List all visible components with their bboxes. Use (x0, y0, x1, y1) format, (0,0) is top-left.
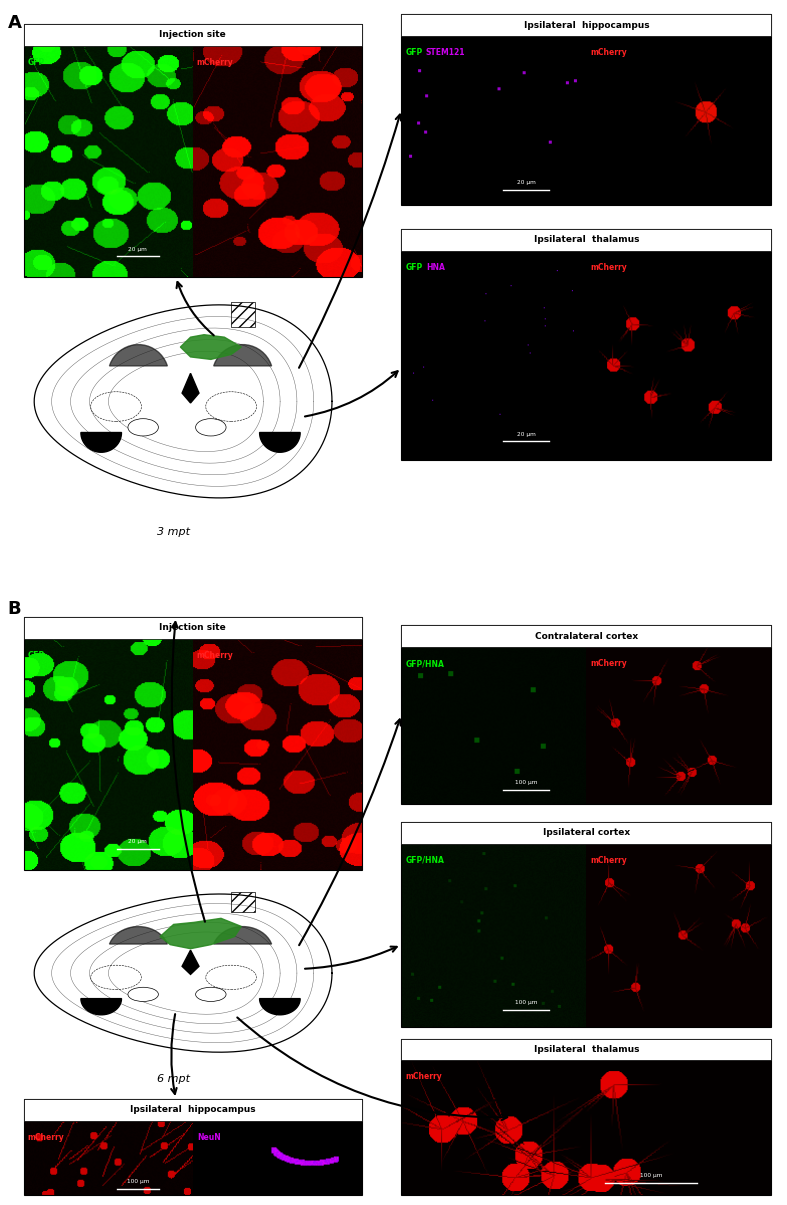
Bar (401, 625, 771, 647)
Text: 100 μm: 100 μm (640, 1174, 663, 1178)
Bar (24, 617, 362, 870)
Text: GFP: GFP (28, 58, 45, 66)
Text: mCherry: mCherry (590, 48, 627, 57)
Polygon shape (109, 345, 168, 366)
Bar (24, 617, 362, 639)
Text: STEM121: STEM121 (426, 48, 465, 57)
Bar (401, 1039, 771, 1195)
Bar (24, 24, 362, 277)
Text: 20 μm: 20 μm (128, 840, 147, 845)
Ellipse shape (196, 987, 226, 1001)
Text: mCherry: mCherry (405, 1072, 442, 1081)
Text: GFP/HNA: GFP/HNA (405, 659, 444, 668)
Text: 20 μm: 20 μm (128, 247, 147, 252)
Polygon shape (214, 927, 272, 944)
Bar (401, 822, 771, 844)
Bar (24, 1099, 362, 1195)
Polygon shape (180, 335, 242, 359)
Polygon shape (81, 999, 121, 1015)
Bar (401, 822, 771, 1027)
Bar (401, 229, 771, 251)
Polygon shape (160, 918, 242, 948)
Text: 3 mpt: 3 mpt (157, 527, 190, 536)
Text: Injection site: Injection site (160, 623, 226, 633)
Text: 100 μm: 100 μm (515, 1000, 538, 1005)
Polygon shape (182, 374, 199, 402)
Polygon shape (34, 894, 332, 1052)
Text: GFP: GFP (28, 651, 45, 659)
Ellipse shape (128, 418, 158, 436)
Text: Ipsilateral cortex: Ipsilateral cortex (543, 828, 630, 837)
Text: GFP: GFP (405, 48, 423, 57)
Text: Ipsilateral  hippocampus: Ipsilateral hippocampus (523, 20, 649, 30)
Text: Ipsilateral  thalamus: Ipsilateral thalamus (534, 1045, 639, 1054)
Text: NeuN: NeuN (197, 1133, 220, 1141)
Bar (401, 1039, 771, 1060)
Text: mCherry: mCherry (197, 58, 234, 66)
Text: GFP: GFP (405, 263, 423, 271)
Ellipse shape (196, 418, 226, 436)
Polygon shape (109, 927, 168, 944)
Bar (231, 302, 255, 327)
Bar (401, 625, 771, 804)
Text: Injection site: Injection site (160, 30, 226, 40)
Text: mCherry: mCherry (590, 263, 627, 271)
Text: Ipsilateral  hippocampus: Ipsilateral hippocampus (130, 1105, 256, 1115)
Text: HNA: HNA (426, 263, 445, 271)
Polygon shape (214, 345, 272, 366)
Bar (24, 1099, 362, 1121)
Text: 20 μm: 20 μm (517, 180, 536, 184)
Polygon shape (182, 950, 199, 975)
Bar (231, 892, 255, 912)
Text: mCherry: mCherry (28, 1133, 65, 1141)
Bar (401, 14, 771, 205)
Text: A: A (8, 14, 22, 33)
Text: mCherry: mCherry (590, 856, 627, 864)
Text: mCherry: mCherry (197, 651, 234, 659)
Ellipse shape (128, 987, 158, 1001)
Text: 100 μm: 100 μm (127, 1178, 149, 1183)
Text: 6 mpt: 6 mpt (157, 1075, 190, 1085)
Polygon shape (260, 999, 300, 1015)
Text: Ipsilateral  thalamus: Ipsilateral thalamus (534, 235, 639, 245)
Polygon shape (260, 433, 300, 452)
Polygon shape (81, 433, 121, 452)
Text: Contralateral cortex: Contralateral cortex (534, 631, 638, 641)
Text: GFP/HNA: GFP/HNA (405, 856, 444, 864)
Text: mCherry: mCherry (590, 659, 627, 668)
Bar (401, 14, 771, 36)
Text: B: B (8, 600, 21, 618)
Bar (24, 24, 362, 46)
Text: 20 μm: 20 μm (517, 431, 536, 436)
Bar (401, 229, 771, 460)
Text: 100 μm: 100 μm (515, 780, 538, 784)
Polygon shape (34, 305, 332, 498)
